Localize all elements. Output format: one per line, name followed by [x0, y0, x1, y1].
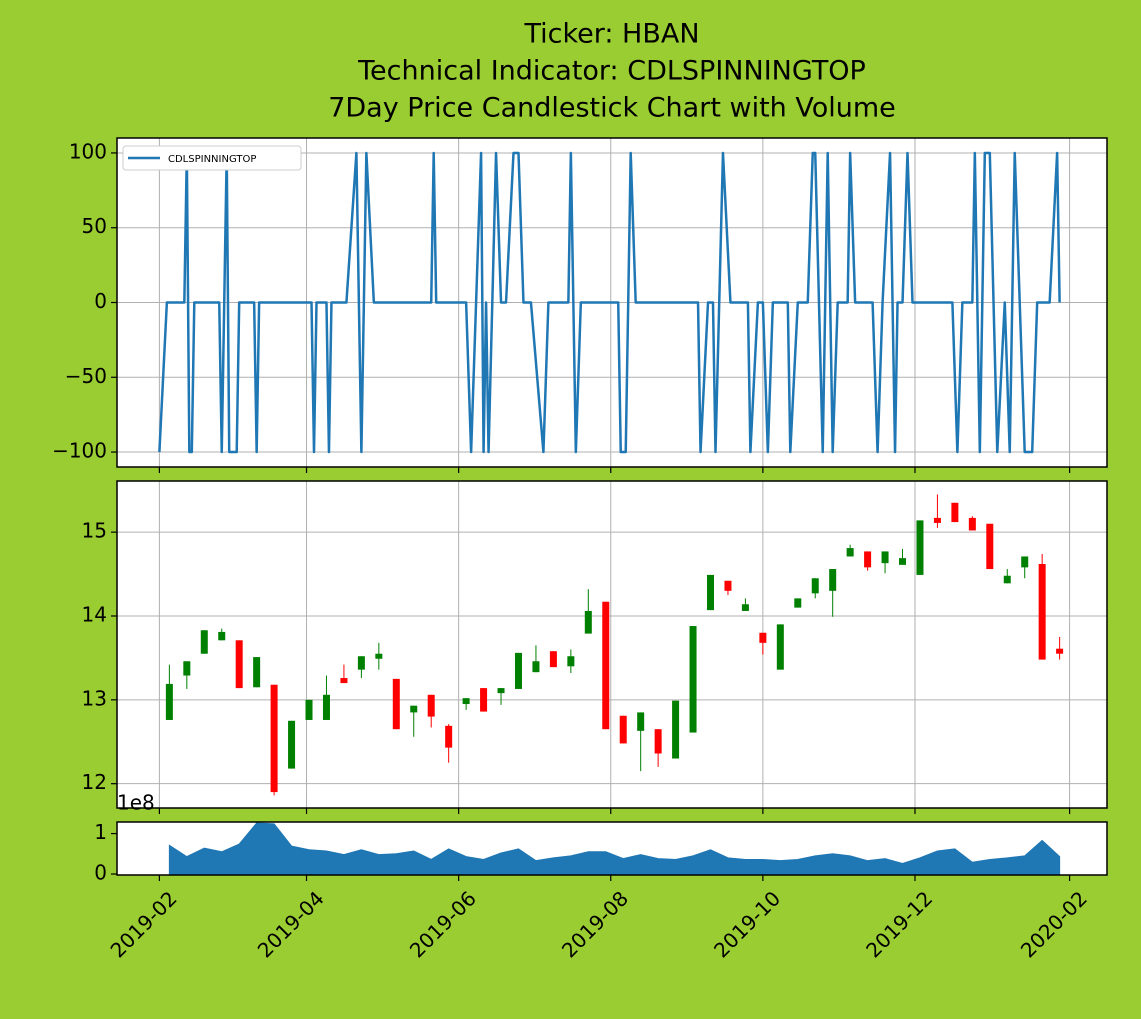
- candle-body: [724, 580, 732, 591]
- candle-body: [951, 502, 959, 523]
- y-tick-label: 1: [94, 820, 107, 844]
- candle-body: [427, 694, 435, 717]
- chart-title: Technical Indicator: CDLSPINNINGTOP: [357, 56, 866, 87]
- candle-body: [689, 626, 697, 733]
- candle-body: [445, 725, 453, 748]
- legend-label: CDLSPINNINGTOP: [168, 154, 256, 165]
- candle-body: [392, 678, 400, 730]
- candle-body: [654, 729, 662, 754]
- candle-body: [514, 652, 522, 689]
- candle-body: [1056, 648, 1064, 654]
- line-series: [158, 151, 1061, 454]
- candle-body: [340, 678, 348, 684]
- candle-body: [899, 558, 907, 565]
- candle-body: [497, 688, 505, 694]
- candle-body: [270, 684, 278, 793]
- candle-body: [218, 631, 226, 641]
- y-tick-label: 15: [82, 519, 107, 543]
- candle-body: [322, 694, 330, 720]
- candle-body: [811, 578, 819, 594]
- x-tick-label: 2019-12: [861, 886, 937, 962]
- candle-body: [602, 601, 610, 730]
- y-tick-label: 14: [82, 602, 107, 626]
- candle-body: [584, 610, 592, 634]
- y-tick-label: 12: [82, 770, 107, 794]
- chart-title: Ticker: HBAN: [523, 19, 699, 50]
- candle-body: [829, 569, 837, 591]
- legend-box: [122, 145, 302, 171]
- candle-body: [619, 715, 627, 744]
- candle-body: [846, 548, 854, 557]
- candle-body: [794, 598, 802, 608]
- candle-body: [462, 698, 470, 705]
- y-tick-label: −100: [52, 439, 107, 463]
- candle-body: [916, 520, 924, 575]
- candle-body: [532, 661, 540, 673]
- candle-body: [480, 688, 488, 712]
- plot-frame: [116, 137, 1108, 468]
- candle-body: [968, 517, 976, 531]
- candle-body: [1003, 575, 1011, 584]
- plot-frame: [116, 821, 1108, 876]
- y-tick-label: 0: [94, 289, 107, 313]
- candle-body: [549, 651, 557, 668]
- candle-body: [357, 656, 365, 670]
- candle-body: [933, 517, 941, 523]
- candle-body: [305, 699, 313, 720]
- volume-area: [168, 822, 1061, 875]
- candle-body: [776, 624, 784, 670]
- candle-body: [637, 712, 645, 731]
- candle-body: [986, 523, 994, 570]
- chart-title: 7Day Price Candlestick Chart with Volume: [328, 93, 896, 124]
- candle-body: [410, 705, 418, 713]
- y-tick-label: 50: [82, 214, 107, 238]
- x-tick-label: 2020-02: [1016, 886, 1092, 962]
- plot-background: [117, 481, 1107, 808]
- x-tick-label: 2019-04: [253, 886, 329, 962]
- candle-body: [707, 574, 715, 611]
- candle-body: [200, 630, 208, 654]
- candle-body: [881, 551, 889, 564]
- y-tick-label: 13: [82, 686, 107, 710]
- x-tick-label: 2019-02: [106, 886, 182, 962]
- x-tick-label: 2019-10: [709, 886, 785, 962]
- candle-body: [759, 632, 767, 643]
- candle-body: [235, 640, 243, 689]
- candle-body: [567, 656, 575, 667]
- candle-body: [1038, 564, 1046, 660]
- candle-body: [741, 604, 749, 611]
- candle-body: [672, 700, 680, 759]
- candle-body: [253, 657, 261, 688]
- candle-body: [165, 683, 173, 720]
- x-tick-label: 2019-08: [557, 886, 633, 962]
- y-tick-label: −50: [65, 364, 107, 388]
- y-tick-label: 0: [94, 861, 107, 885]
- candle-body: [1021, 556, 1029, 568]
- candle-body: [375, 653, 383, 659]
- candle-body: [864, 551, 872, 568]
- x-tick-label: 2019-06: [405, 886, 481, 962]
- axis-offset-label: 1e8: [117, 791, 155, 815]
- candle-body: [183, 661, 191, 676]
- y-tick-label: 100: [69, 139, 107, 163]
- plot-frame: [116, 480, 1108, 809]
- candle-body: [288, 720, 296, 769]
